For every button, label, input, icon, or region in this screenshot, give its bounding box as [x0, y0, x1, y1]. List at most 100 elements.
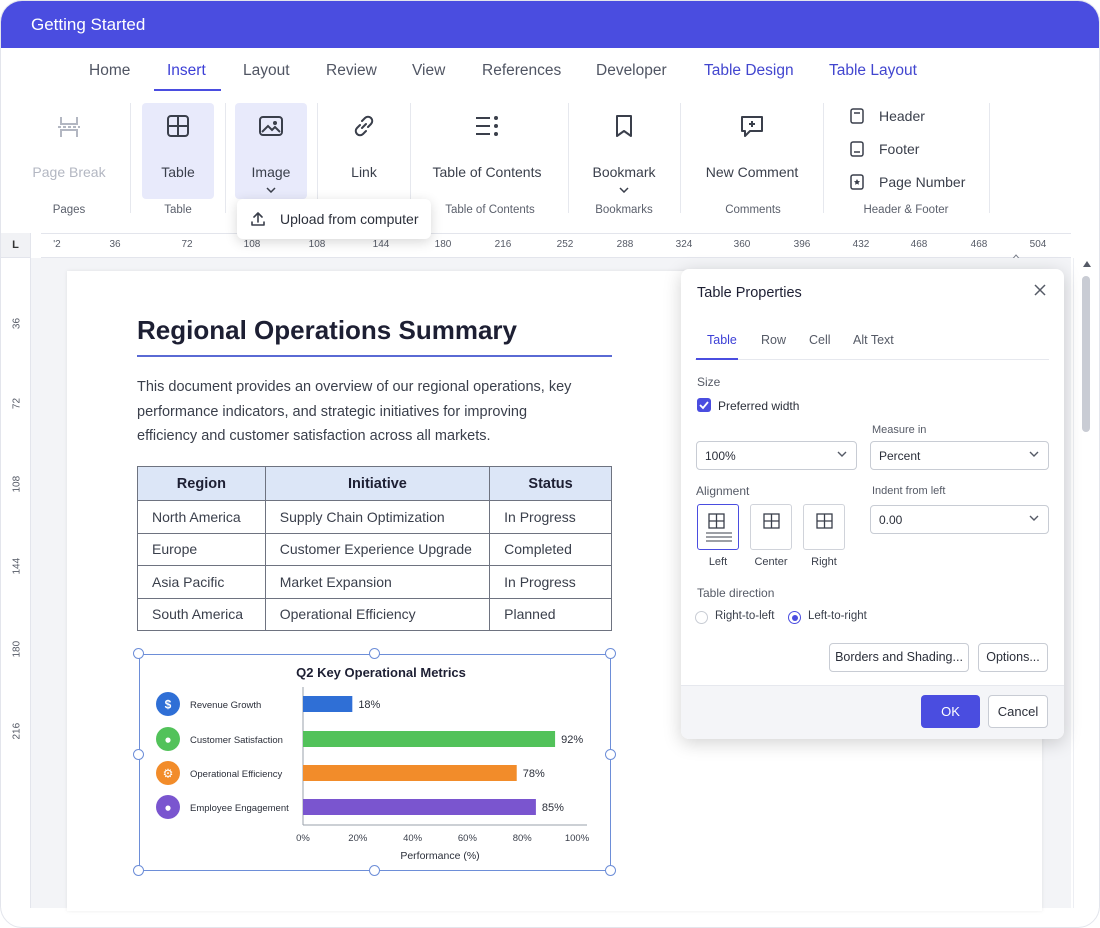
page-break-icon [58, 117, 80, 137]
table-cell[interactable]: Completed [489, 532, 612, 566]
tab-table-layout[interactable]: Table Layout [829, 62, 917, 79]
table-row: Europe Customer Experience Upgrade Compl… [137, 532, 612, 566]
resize-handle[interactable] [133, 865, 144, 876]
right-to-left-radio[interactable] [695, 611, 708, 624]
intro-paragraph[interactable]: This document provides an overview of ou… [137, 379, 572, 444]
table-cell[interactable]: North America [137, 500, 266, 534]
table-header-cell[interactable]: Status [489, 466, 612, 501]
table-cell[interactable]: Supply Chain Optimization [264, 500, 491, 534]
table-of-contents-button[interactable]: Table of Contents [421, 103, 553, 199]
right-to-left-label: Right-to-left [715, 610, 775, 622]
list-icon [476, 116, 498, 136]
table-label: Table [161, 164, 195, 180]
horizontal-ruler[interactable]: '2 36 72 108 108 144 180 216 252 288 324… [41, 233, 1071, 263]
ok-button[interactable]: OK [921, 695, 980, 728]
scroll-up-icon[interactable] [1082, 260, 1092, 268]
cancel-button[interactable]: Cancel [988, 695, 1048, 728]
page-number-icon [850, 174, 864, 190]
table-header-cell[interactable]: Region [137, 466, 266, 501]
resize-handle[interactable] [133, 648, 144, 659]
ruler-tick-label: 252 [556, 239, 574, 250]
align-center-icon [763, 513, 780, 529]
options-button[interactable]: Options... [978, 643, 1048, 672]
tab-layout[interactable]: Layout [243, 62, 290, 79]
tab-references[interactable]: References [482, 62, 562, 79]
resize-handle[interactable] [605, 749, 616, 760]
borders-and-shading-button[interactable]: Borders and Shading... [829, 643, 969, 672]
size-label: Size [697, 375, 721, 389]
indent-select[interactable]: 0.00 [870, 505, 1049, 534]
table-properties-dialog: Table Properties Table Row Cell Alt Text… [681, 269, 1064, 739]
page-number-button[interactable]: Page Number [849, 174, 979, 194]
group-label-bookmarks: Bookmarks [595, 204, 653, 216]
ruler-tick-label: 72 [11, 397, 23, 410]
table-header-cell[interactable]: Initiative [264, 466, 491, 501]
scrollbar-thumb[interactable] [1082, 276, 1090, 432]
footer-button[interactable]: Footer [849, 141, 969, 161]
document-title[interactable]: Regional Operations Summary [137, 315, 517, 345]
link-button[interactable]: Link [329, 103, 399, 199]
tab-review[interactable]: Review [326, 62, 377, 79]
page-break-button[interactable]: Page Break [31, 103, 107, 199]
table-cell[interactable]: In Progress [489, 565, 612, 599]
resize-handle[interactable] [369, 865, 380, 876]
width-value: 100% [705, 449, 736, 463]
group-label-toc: Table of Contents [445, 204, 535, 216]
dollar-icon-glyph: $ [165, 698, 172, 712]
x-tick-label: 20% [348, 833, 368, 844]
close-icon[interactable] [1033, 283, 1047, 297]
align-right-option[interactable] [803, 504, 845, 550]
dialog-tab-row[interactable]: Row [761, 333, 787, 347]
tab-insert[interactable]: Insert [167, 62, 206, 79]
tab-view[interactable]: View [412, 62, 446, 79]
image-button[interactable]: Image [235, 103, 307, 199]
table-cell[interactable]: In Progress [489, 500, 612, 534]
table-cell[interactable]: Asia Pacific [137, 565, 266, 599]
preferred-width-checkbox[interactable] [697, 398, 711, 412]
user-icon-glyph: ● [164, 733, 171, 747]
tab-table-design[interactable]: Table Design [704, 62, 794, 79]
dialog-tab-cell[interactable]: Cell [809, 333, 831, 347]
resize-handle[interactable] [133, 749, 144, 760]
tab-stop-selector[interactable]: L [1, 233, 31, 258]
width-value-select[interactable]: 100% [696, 441, 857, 470]
tab-developer[interactable]: Developer [596, 62, 667, 79]
align-right-icon [816, 513, 833, 529]
resize-handle[interactable] [605, 865, 616, 876]
vertical-ruler[interactable]: 36 72 108 144 180 216 [1, 258, 31, 908]
new-comment-label: New Comment [705, 164, 799, 180]
resize-handle[interactable] [369, 648, 380, 659]
table-cell[interactable]: Market Expansion [264, 565, 491, 599]
align-center-label: Center [754, 556, 788, 568]
dialog-tab-table[interactable]: Table [707, 333, 737, 347]
comment-add-icon [741, 116, 763, 137]
vertical-scrollbar[interactable] [1073, 258, 1099, 908]
left-to-right-radio[interactable] [788, 611, 801, 624]
header-button[interactable]: Header [849, 108, 969, 128]
bookmark-button[interactable]: Bookmark [584, 103, 664, 199]
ruler-tick-label: 468 [970, 239, 988, 250]
ribbon-divider [317, 103, 318, 213]
table-cell[interactable]: Europe [137, 532, 266, 566]
metrics-chart[interactable]: Q2 Key Operational Metrics $ Revenue Growt… [140, 655, 610, 870]
tab-home[interactable]: Home [89, 62, 131, 79]
table-cell[interactable]: Customer Experience Upgrade [264, 532, 491, 566]
dialog-active-tab-indicator [696, 358, 738, 360]
upload-from-computer-menu-item[interactable]: Upload from computer [237, 199, 431, 239]
new-comment-button[interactable]: New Comment [697, 103, 807, 199]
table-cell[interactable]: Planned [489, 597, 612, 631]
upload-icon [251, 212, 265, 226]
window-title: Getting Started [31, 15, 146, 34]
table-row: North America Supply Chain Optimization … [137, 500, 612, 534]
resize-handle[interactable] [605, 648, 616, 659]
table-cell[interactable]: Operational Efficiency [264, 597, 491, 631]
ribbon-divider [130, 103, 131, 213]
measure-in-select[interactable]: Percent [870, 441, 1049, 470]
table-button[interactable]: Table [142, 103, 214, 199]
table-cell[interactable]: South America [137, 597, 266, 631]
align-left-option[interactable] [697, 504, 739, 550]
dialog-tab-alt-text[interactable]: Alt Text [853, 333, 894, 347]
align-center-option[interactable] [750, 504, 792, 550]
regional-table[interactable]: Region Initiative Status North America S… [137, 466, 612, 631]
